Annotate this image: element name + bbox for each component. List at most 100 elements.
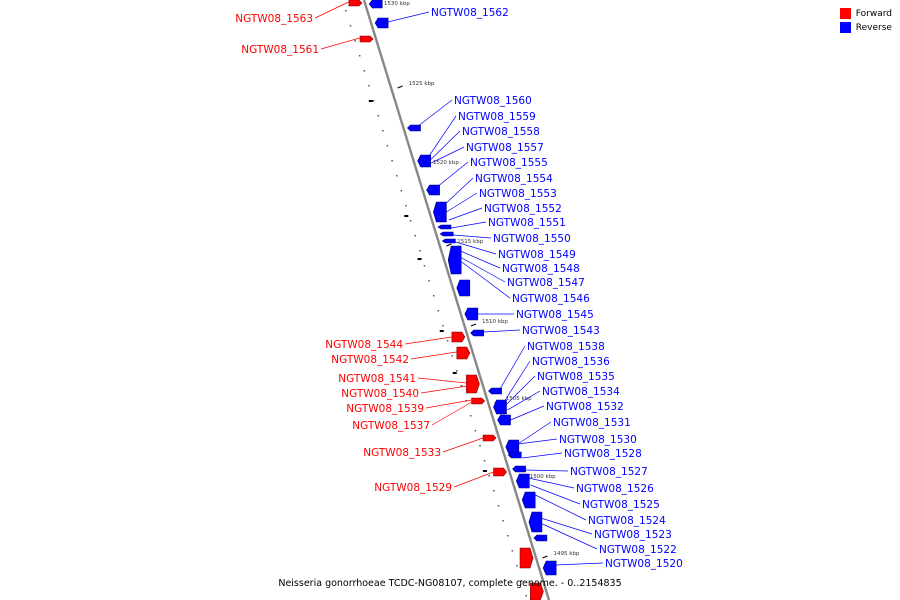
- tick-mark: [397, 85, 403, 89]
- gene-label-reverse: NGTW08_1536: [532, 356, 610, 368]
- orf-mark: [451, 355, 453, 357]
- forward-gene: [482, 434, 497, 442]
- reverse-gene: [497, 414, 511, 426]
- leader-line: [460, 256, 506, 283]
- orf-mark: [442, 325, 444, 327]
- orf-mark: [391, 160, 393, 162]
- leader-line: [455, 241, 497, 255]
- leader-line: [425, 399, 472, 409]
- leader-line: [419, 99, 453, 126]
- orf-mark: [483, 460, 486, 462]
- tick-label: 1530 kbp: [384, 1, 410, 7]
- forward-gene: [359, 35, 374, 43]
- orf-mark: [460, 385, 463, 387]
- leader-line: [431, 401, 473, 426]
- leader-line: [410, 351, 457, 360]
- orf-mark: [432, 295, 435, 297]
- orf-mark: [437, 310, 440, 312]
- leader-line: [446, 192, 478, 213]
- orf-mark: [439, 330, 444, 332]
- tick-label: 1510 kbp: [482, 319, 508, 325]
- forward-gene: [530, 582, 544, 600]
- gene-label-forward: NGTW08_1563: [235, 13, 313, 25]
- forward-swatch: [839, 8, 851, 19]
- orf-mark: [349, 25, 352, 27]
- gene-label-forward: NGTW08_1544: [325, 339, 403, 351]
- reverse-gene: [439, 231, 454, 237]
- leader-line: [500, 345, 526, 389]
- tick-label: 1505 kbp: [506, 396, 532, 402]
- reverse-gene: [464, 307, 479, 321]
- gene-label-reverse: NGTW08_1526: [576, 483, 654, 495]
- leader-line: [510, 405, 545, 421]
- orf-mark: [372, 100, 375, 102]
- orf-mark: [345, 10, 347, 12]
- gene-label-reverse: NGTW08_1554: [475, 173, 553, 185]
- reverse-gene: [528, 511, 543, 533]
- leader-line: [522, 452, 563, 459]
- leader-line: [387, 11, 430, 23]
- orf-mark: [404, 215, 409, 217]
- orf-mark: [409, 220, 412, 222]
- leader-line: [525, 469, 569, 472]
- gene-label-reverse: NGTW08_1543: [522, 325, 600, 337]
- gene-label-forward: NGTW08_1539: [346, 403, 424, 415]
- gene-label-reverse: NGTW08_1525: [582, 499, 660, 511]
- leader-line: [453, 234, 492, 239]
- gene-label-reverse: NGTW08_1552: [484, 203, 562, 215]
- leader-line: [442, 437, 484, 453]
- leader-line: [540, 517, 593, 535]
- gene-label-forward: NGTW08_1541: [338, 373, 416, 385]
- gene-label-forward: NGTW08_1529: [374, 482, 452, 494]
- gene-label-reverse: NGTW08_1532: [546, 401, 624, 413]
- orf-mark: [354, 40, 356, 42]
- forward-gene: [519, 547, 534, 569]
- gene-label-reverse: NGTW08_1559: [458, 111, 536, 123]
- leader-line: [517, 421, 552, 445]
- leader-line: [517, 438, 558, 445]
- reverse-gene: [368, 0, 383, 9]
- legend-reverse: Reverse: [839, 22, 892, 33]
- gene-label-reverse: NGTW08_1527: [570, 466, 648, 478]
- orf-mark: [368, 85, 370, 87]
- leader-line: [530, 484, 581, 505]
- gene-label-reverse: NGTW08_1553: [479, 188, 557, 200]
- gene-label-reverse: NGTW08_1562: [431, 7, 509, 19]
- reverse-gene: [426, 184, 440, 196]
- reverse-swatch: [839, 22, 851, 33]
- orf-mark: [456, 370, 458, 372]
- leader-line: [504, 360, 531, 402]
- orf-mark: [417, 258, 422, 260]
- orf-mark: [386, 145, 389, 147]
- orf-mark: [405, 205, 407, 207]
- gene-label-reverse: NGTW08_1524: [588, 515, 666, 527]
- gene-label-reverse: NGTW08_1531: [553, 417, 631, 429]
- genome-caption: Neisseria gonorrhoeae TCDC-NG08107, comp…: [278, 578, 622, 589]
- orf-mark: [368, 100, 373, 102]
- reverse-gene: [456, 279, 471, 297]
- gene-label-reverse: NGTW08_1549: [498, 249, 576, 261]
- leader-line: [528, 477, 575, 489]
- legend-reverse-label: Reverse: [855, 22, 892, 33]
- leader-line: [420, 385, 468, 394]
- reverse-gene: [407, 124, 421, 132]
- leader-line: [320, 37, 360, 50]
- gene-label-reverse: NGTW08_1560: [454, 95, 532, 107]
- orf-mark: [516, 565, 518, 567]
- leader-line: [461, 261, 511, 299]
- orf-mark: [428, 280, 430, 282]
- orf-mark: [400, 190, 403, 192]
- legend-forward: Forward: [839, 8, 892, 19]
- gene-features: [348, 0, 557, 600]
- gene-label-reverse: NGTW08_1528: [564, 448, 642, 460]
- leader-line: [448, 207, 483, 221]
- orf-mark: [358, 55, 361, 57]
- orf-mark: [482, 470, 487, 472]
- gene-label-reverse: NGTW08_1558: [462, 126, 540, 138]
- forward-gene: [471, 397, 486, 405]
- reverse-gene: [493, 399, 507, 415]
- orf-mark: [414, 235, 416, 237]
- orf-mark: [497, 505, 500, 507]
- tick-label: 1500 kbp: [530, 474, 556, 480]
- gene-label-forward: NGTW08_1533: [363, 447, 441, 459]
